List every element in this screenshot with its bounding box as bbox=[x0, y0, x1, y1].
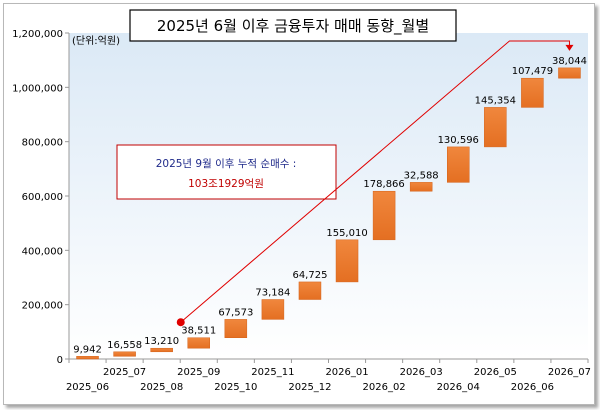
x-axis-ticks: 2025_06 2025_07 2025_08 2025_09 2025_10 2025_… bbox=[66, 359, 591, 393]
data-label: 107,479 bbox=[512, 66, 553, 77]
bar bbox=[76, 356, 99, 360]
bar bbox=[298, 281, 322, 300]
bar bbox=[150, 347, 173, 353]
bar bbox=[484, 107, 507, 148]
x-tick-label: 2025_09 bbox=[177, 367, 220, 378]
data-label: 13,210 bbox=[144, 336, 179, 347]
data-label: 16,558 bbox=[107, 340, 142, 351]
title-box bbox=[129, 9, 457, 42]
bar bbox=[447, 146, 470, 183]
annotation-line2: 103조1929억원 bbox=[188, 178, 264, 190]
cumulative-arrow-line bbox=[180, 40, 570, 323]
y-tick-label: 800,000 bbox=[22, 138, 63, 149]
x-tick-label: 2026_07 bbox=[548, 367, 591, 378]
x-tick-label: 2026_04 bbox=[437, 382, 480, 393]
x-tick-label: 2025_10 bbox=[214, 382, 257, 393]
chart-title: 2025년 6월 이후 금융투자 매매 동향_월별 bbox=[157, 17, 429, 36]
value-labels: 9,942 16,558 13,21038,51167,57373,18464,72… bbox=[73, 56, 587, 355]
x-tick-label: 2026_01 bbox=[325, 367, 368, 378]
y-axis-ticks: 0 200,000 400,000 600,000 800,000 1,000,000 1,… bbox=[12, 29, 69, 366]
x-tick-label: 2026_02 bbox=[363, 382, 406, 393]
x-tick-label: 2025_08 bbox=[140, 382, 183, 393]
data-label: 178,866 bbox=[363, 179, 404, 190]
x-tick-label: 2025_07 bbox=[103, 367, 146, 378]
x-tick-label: 2025_12 bbox=[288, 382, 331, 393]
x-tick-label: 2025_11 bbox=[251, 367, 294, 378]
arrow-head-icon bbox=[565, 44, 574, 51]
annotation-box bbox=[116, 144, 337, 200]
bar bbox=[409, 182, 433, 192]
annotation-line1: 2025년 9월 이후 누적 순매수 : bbox=[156, 158, 297, 170]
x-tick-label: 2026_06 bbox=[511, 382, 554, 393]
bar bbox=[521, 77, 544, 108]
chart-frame: 0 200,000 400,000 600,000 800,000 1,000,000 1,… bbox=[3, 3, 595, 405]
arrow-start-dot bbox=[176, 318, 185, 327]
bars bbox=[76, 67, 581, 360]
y-tick-label: 200,000 bbox=[22, 301, 63, 312]
data-label: 130,596 bbox=[438, 135, 479, 146]
chart-svg: 0 200,000 400,000 600,000 800,000 1,000,000 1,… bbox=[12, 9, 591, 393]
data-label: 38,044 bbox=[552, 56, 587, 67]
x-tick-label: 2025_06 bbox=[66, 382, 109, 393]
data-label: 73,184 bbox=[255, 288, 290, 299]
data-label: 9,942 bbox=[73, 344, 102, 355]
bar bbox=[224, 319, 248, 338]
data-label: 38,511 bbox=[181, 326, 216, 337]
y-tick-label: 1,200,000 bbox=[12, 29, 63, 40]
y-tick-label: 400,000 bbox=[22, 246, 63, 257]
data-label: 64,725 bbox=[292, 270, 327, 281]
y-tick-label: 0 bbox=[57, 355, 63, 366]
bar bbox=[261, 299, 285, 320]
x-tick-label: 2026_05 bbox=[474, 367, 517, 378]
data-label: 145,354 bbox=[475, 95, 516, 106]
bar bbox=[335, 239, 359, 283]
y-tick-label: 1,000,000 bbox=[12, 83, 63, 94]
data-label: 155,010 bbox=[326, 228, 367, 239]
bar bbox=[187, 337, 210, 349]
y-tick-label: 600,000 bbox=[22, 192, 63, 203]
unit-label: (단위:억원) bbox=[72, 34, 120, 47]
data-label: 32,588 bbox=[404, 170, 439, 181]
bar bbox=[113, 351, 136, 357]
data-label: 67,573 bbox=[218, 307, 253, 318]
bar bbox=[558, 67, 581, 79]
bar bbox=[372, 190, 396, 241]
x-tick-label: 2026_03 bbox=[400, 367, 443, 378]
